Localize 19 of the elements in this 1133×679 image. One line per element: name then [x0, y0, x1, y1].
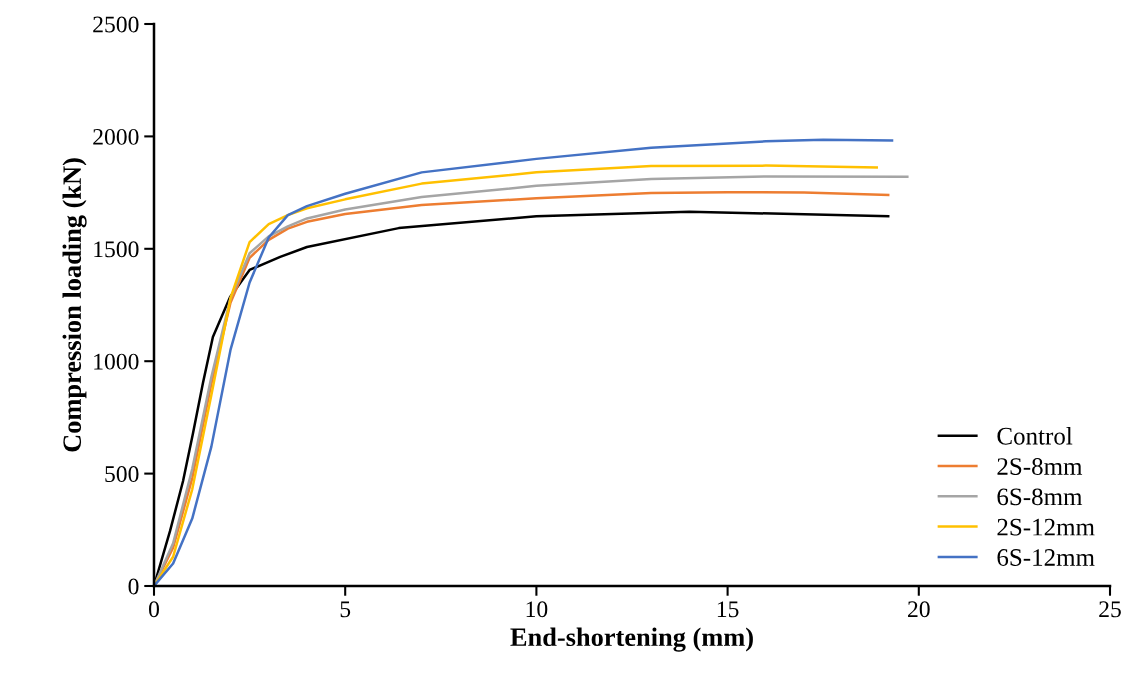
- x-tick-label: 0: [149, 601, 159, 618]
- x-tick-label: 20: [908, 601, 930, 618]
- y-tick-label: 0: [128, 578, 139, 595]
- legend-label: 6S-12mm: [997, 549, 1095, 566]
- y-tick-label: 2000: [93, 128, 139, 145]
- legend-label: 2S-12mm: [997, 518, 1095, 536]
- y-tick-label: 1000: [94, 353, 139, 370]
- x-tick-label: 15: [717, 601, 739, 618]
- y-axis-title: Compression loading (kN): [62, 158, 87, 452]
- y-tick-label: 2500: [93, 16, 139, 33]
- x-axis-title: End-shortening (mm): [510, 627, 753, 652]
- legend-label: 6S-8mm: [997, 488, 1083, 506]
- x-tick-label: 25: [1099, 601, 1121, 618]
- y-tick-label: 1500: [94, 241, 139, 258]
- x-tick-label: 5: [340, 601, 351, 618]
- legend-label: Control: [997, 427, 1073, 445]
- y-tick-label: 500: [105, 466, 139, 483]
- legend-label: 2S-8mm: [997, 458, 1083, 475]
- x-tick-label: 10: [526, 601, 548, 618]
